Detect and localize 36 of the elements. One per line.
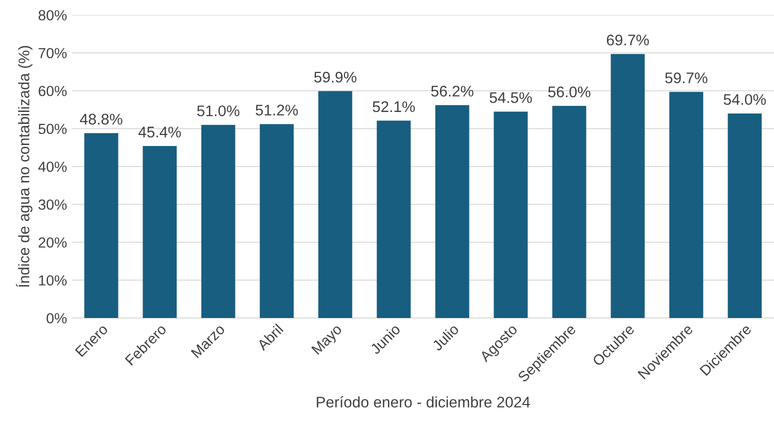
y-axis-title: Índice de agua no contabilizada (%): [16, 46, 32, 287]
bar: [142, 146, 177, 318]
bar: [260, 124, 294, 318]
bar: [610, 54, 645, 318]
bar: [669, 92, 704, 318]
bar: [318, 91, 352, 318]
y-tick-label: 30%: [38, 199, 67, 210]
data-label: 59.7%: [665, 72, 708, 84]
y-tick-label: 50%: [38, 124, 67, 134]
data-label: 56.0%: [548, 86, 590, 98]
y-tick-label: 60%: [38, 86, 67, 96]
data-label: 51.0%: [197, 105, 240, 116]
x-tick-label: Julio: [431, 323, 460, 352]
bar: [84, 133, 118, 318]
bar: [728, 113, 762, 318]
y-tick-label: 70%: [38, 48, 67, 58]
data-label: 59.9%: [314, 72, 356, 83]
bar: [376, 120, 411, 318]
data-label: 48.8%: [80, 114, 122, 125]
x-axis-title: Período enero - diciembre 2024: [316, 396, 530, 408]
bar: [435, 105, 470, 318]
y-tick-label: 40%: [38, 162, 67, 172]
data-label: 45.4%: [138, 126, 181, 138]
y-tick-label: 20%: [38, 237, 67, 248]
y-tick-label: 80%: [38, 10, 67, 20]
data-label: 51.2%: [256, 104, 298, 116]
data-label: 54.5%: [490, 92, 532, 104]
data-label: 56.2%: [431, 86, 474, 97]
data-label: 69.7%: [606, 34, 649, 46]
data-label: 52.1%: [372, 101, 415, 112]
bar: [552, 106, 586, 318]
y-tick-label: 0%: [46, 313, 67, 324]
bar: [201, 124, 236, 318]
y-tick-label: 10%: [39, 275, 67, 286]
bar: [494, 112, 528, 318]
data-label: 54.0%: [724, 94, 766, 105]
